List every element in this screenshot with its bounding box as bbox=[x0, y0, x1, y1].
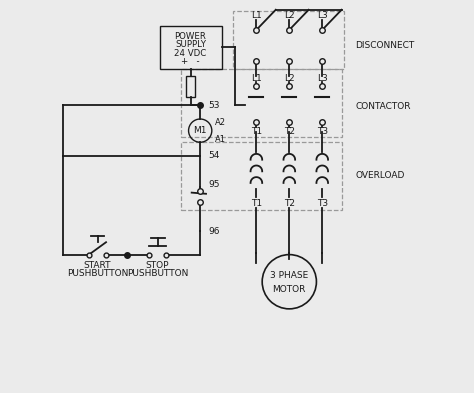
Text: L1: L1 bbox=[251, 74, 262, 83]
Text: 54: 54 bbox=[209, 151, 220, 160]
Text: L2: L2 bbox=[284, 74, 295, 83]
Text: L3: L3 bbox=[317, 74, 328, 83]
Text: PUSHBUTTON: PUSHBUTTON bbox=[67, 269, 128, 278]
Text: T1: T1 bbox=[251, 199, 262, 208]
Text: T3: T3 bbox=[317, 199, 328, 208]
Text: L1: L1 bbox=[251, 11, 262, 20]
Text: A2: A2 bbox=[215, 118, 226, 127]
Text: PUSHBUTTON: PUSHBUTTON bbox=[127, 269, 188, 278]
Text: 96: 96 bbox=[209, 227, 220, 236]
Text: T3: T3 bbox=[317, 127, 328, 136]
Text: T2: T2 bbox=[284, 127, 295, 136]
Bar bbox=[181, 70, 342, 137]
Text: MOTOR: MOTOR bbox=[273, 285, 306, 294]
Text: OVERLOAD: OVERLOAD bbox=[355, 171, 404, 180]
Text: 24 VDC: 24 VDC bbox=[174, 49, 207, 58]
Text: T1: T1 bbox=[251, 127, 262, 136]
Text: +   -: + - bbox=[181, 57, 200, 66]
Text: A1: A1 bbox=[215, 135, 226, 144]
Text: 53: 53 bbox=[209, 101, 220, 110]
Text: 3 PHASE: 3 PHASE bbox=[270, 272, 309, 281]
Text: M1: M1 bbox=[193, 126, 207, 135]
Text: POWER: POWER bbox=[174, 32, 207, 41]
Text: SUPPLY: SUPPLY bbox=[175, 40, 206, 49]
Text: T2: T2 bbox=[284, 199, 295, 208]
Text: DISCONNECT: DISCONNECT bbox=[355, 41, 414, 50]
Text: L3: L3 bbox=[317, 11, 328, 20]
Text: STOP: STOP bbox=[146, 261, 169, 270]
Text: 95: 95 bbox=[209, 180, 220, 189]
Bar bbox=[233, 11, 344, 70]
Bar bbox=[160, 26, 221, 69]
Text: CONTACTOR: CONTACTOR bbox=[355, 102, 410, 111]
Bar bbox=[186, 75, 195, 97]
Text: L2: L2 bbox=[284, 11, 295, 20]
Bar bbox=[181, 142, 342, 210]
Text: START: START bbox=[84, 261, 111, 270]
